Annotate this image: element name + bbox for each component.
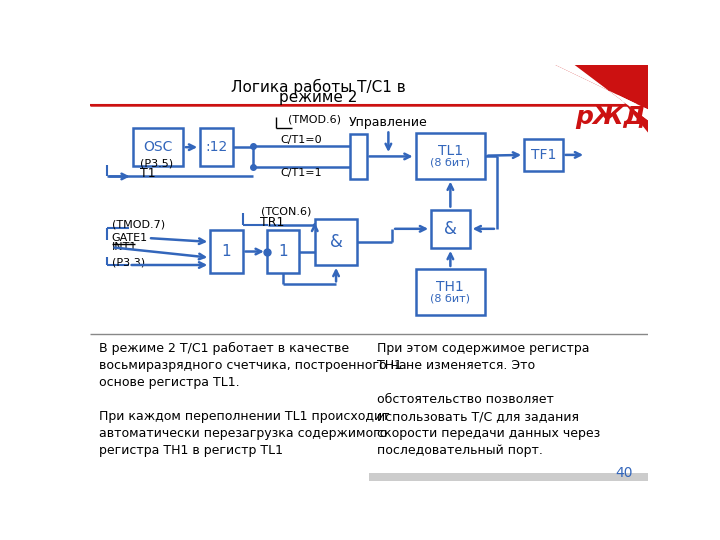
Text: При каждом переполнении TL1 происходит: При каждом переполнении TL1 происходит	[99, 410, 390, 423]
Bar	[415, 132, 485, 179]
Text: &: &	[444, 220, 456, 238]
Bar	[524, 139, 563, 171]
Bar	[266, 231, 300, 273]
Text: автоматически перезагрузка содержимого: автоматически перезагрузка содержимого	[99, 427, 387, 440]
Bar	[350, 134, 366, 179]
Text: восьмиразрядного счетчика, построенного на: восьмиразрядного счетчика, построенного …	[99, 359, 407, 372]
Text: (P3.3): (P3.3)	[112, 258, 145, 268]
Text: В режиме 2 Т/С1 работает в качестве: В режиме 2 Т/С1 работает в качестве	[99, 342, 349, 355]
Bar	[431, 210, 469, 248]
Bar	[315, 219, 357, 265]
Text: TF1: TF1	[531, 148, 556, 162]
Text: ТН1 не изменяется. Это: ТН1 не изменяется. Это	[377, 359, 535, 372]
Text: C/T1=1: C/T1=1	[281, 167, 323, 178]
Text: &: &	[330, 233, 343, 251]
Text: T1: T1	[140, 167, 156, 180]
Text: GATE1: GATE1	[112, 233, 148, 243]
Text: последовательный порт.: последовательный порт.	[377, 444, 543, 457]
Text: основе регистра TL1.: основе регистра TL1.	[99, 376, 240, 389]
Text: При этом содержимое регистра: При этом содержимое регистра	[377, 342, 589, 355]
Text: TR1: TR1	[261, 216, 285, 229]
Text: :12: :12	[205, 140, 228, 154]
Polygon shape	[500, 65, 648, 110]
Text: регистра ТН1 в регистр TL1: регистра ТН1 в регистр TL1	[99, 444, 283, 457]
Text: TL1: TL1	[438, 144, 463, 158]
Polygon shape	[555, 65, 648, 120]
Text: (TMOD.6): (TMOD.6)	[288, 114, 341, 125]
Text: скорости передачи данных через: скорости передачи данных через	[377, 427, 600, 440]
Text: использовать Т/С для задания: использовать Т/С для задания	[377, 410, 579, 423]
Text: обстоятельство позволяет: обстоятельство позволяет	[377, 393, 554, 406]
Text: (TMOD.7): (TMOD.7)	[112, 219, 165, 229]
Text: ТН1: ТН1	[436, 280, 464, 294]
Polygon shape	[369, 473, 648, 481]
Text: INT1: INT1	[112, 242, 137, 252]
Text: OSC: OSC	[143, 140, 173, 154]
Text: режиме 2: режиме 2	[279, 90, 358, 105]
Bar	[415, 269, 485, 315]
Text: 40: 40	[615, 466, 632, 480]
Text: (P3.5): (P3.5)	[140, 158, 174, 168]
Text: Логика работы Т/С1 в: Логика работы Т/С1 в	[231, 79, 406, 95]
Bar	[132, 128, 183, 166]
Text: рЖД: рЖД	[575, 105, 646, 129]
Text: (8 бит): (8 бит)	[431, 158, 470, 167]
Bar	[210, 231, 243, 273]
Bar	[200, 128, 233, 166]
Text: 1: 1	[222, 244, 231, 259]
Polygon shape	[575, 65, 648, 132]
Text: 1: 1	[278, 244, 288, 259]
Text: C/T1=0: C/T1=0	[281, 135, 323, 145]
Text: Управление: Управление	[349, 116, 428, 129]
Text: (8 бит): (8 бит)	[431, 294, 470, 304]
Text: (TCON.6): (TCON.6)	[261, 206, 311, 216]
